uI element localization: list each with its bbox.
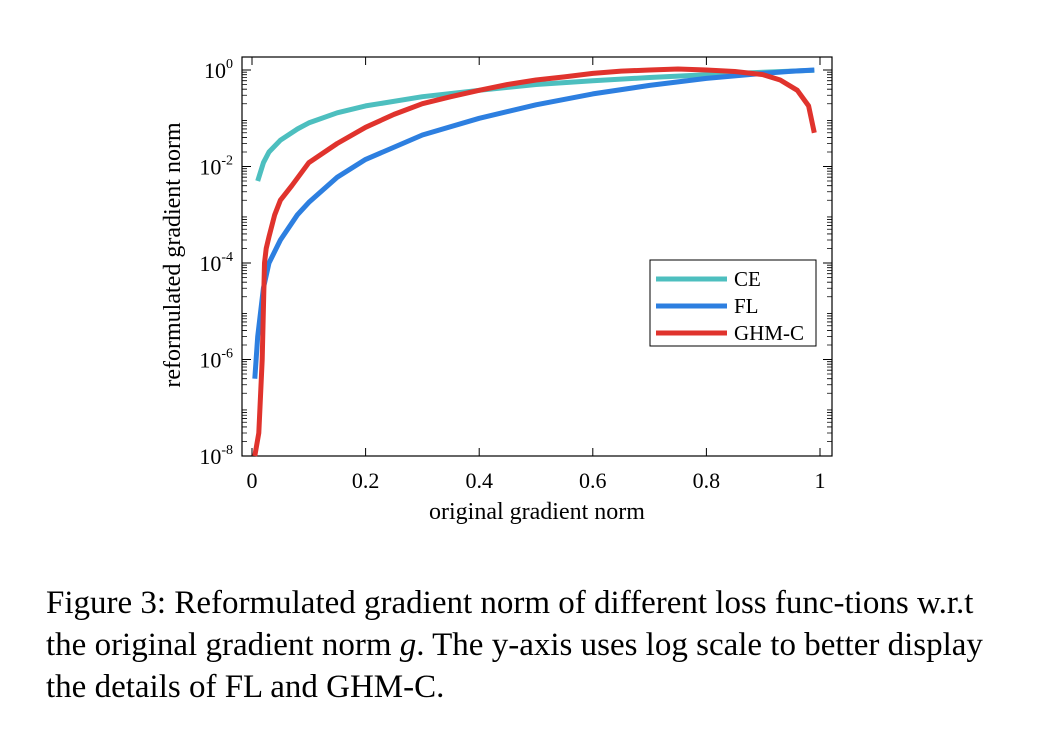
plot-box	[241, 56, 833, 457]
legend-label-ce: CE	[734, 267, 761, 291]
legend: CE FL GHM-C	[649, 259, 817, 347]
figure-caption: Figure 3: Reformulated gradient norm of …	[46, 582, 1006, 708]
plot-frame	[241, 56, 833, 457]
chart: 0 0.2 0.4 0.6 0.8 1 100 10-2 10-4 10-6 10-8 origi…	[160, 56, 833, 525]
y-tick-label: 10-6	[199, 347, 233, 373]
x-axis-label: original gradient norm	[429, 499, 645, 525]
x-tick-label: 0	[247, 468, 258, 493]
series-lines	[252, 66, 817, 457]
y-tick-label: 10-2	[199, 154, 233, 180]
legend-label-fl: FL	[734, 294, 759, 318]
x-tick-label: 0.8	[693, 468, 721, 493]
x-tick-labels: 0 0.2 0.4 0.6 0.8 1	[247, 468, 826, 493]
series-line-ghm-c	[252, 66, 817, 457]
x-tick-label: 0.6	[579, 468, 607, 493]
y-tick-labels: 100 10-2 10-4 10-6 10-8	[199, 57, 233, 469]
major-ticks	[242, 57, 832, 457]
x-tick-label: 0.2	[352, 468, 380, 493]
y-tick-label: 10-4	[199, 250, 233, 276]
x-tick-label: 1	[815, 468, 826, 493]
legend-label-ghm-c: GHM-C	[734, 321, 804, 345]
caption-suffix: . The y-axis uses log scale to better di…	[46, 627, 983, 705]
caption-variable: g	[399, 627, 417, 663]
series-line-ce	[255, 67, 815, 182]
x-tick-label: 0.4	[465, 468, 493, 493]
minor-tick-marks	[242, 71, 832, 442]
y-tick-label: 10-8	[199, 443, 233, 469]
series-line-fl	[252, 67, 815, 379]
y-tick-label: 100	[204, 57, 233, 83]
minor-ticks	[242, 71, 832, 442]
caption-prefix: Figure 3: Reformulated gradient norm of …	[46, 585, 974, 663]
y-axis-label: reformulated gradient norm	[160, 122, 186, 388]
